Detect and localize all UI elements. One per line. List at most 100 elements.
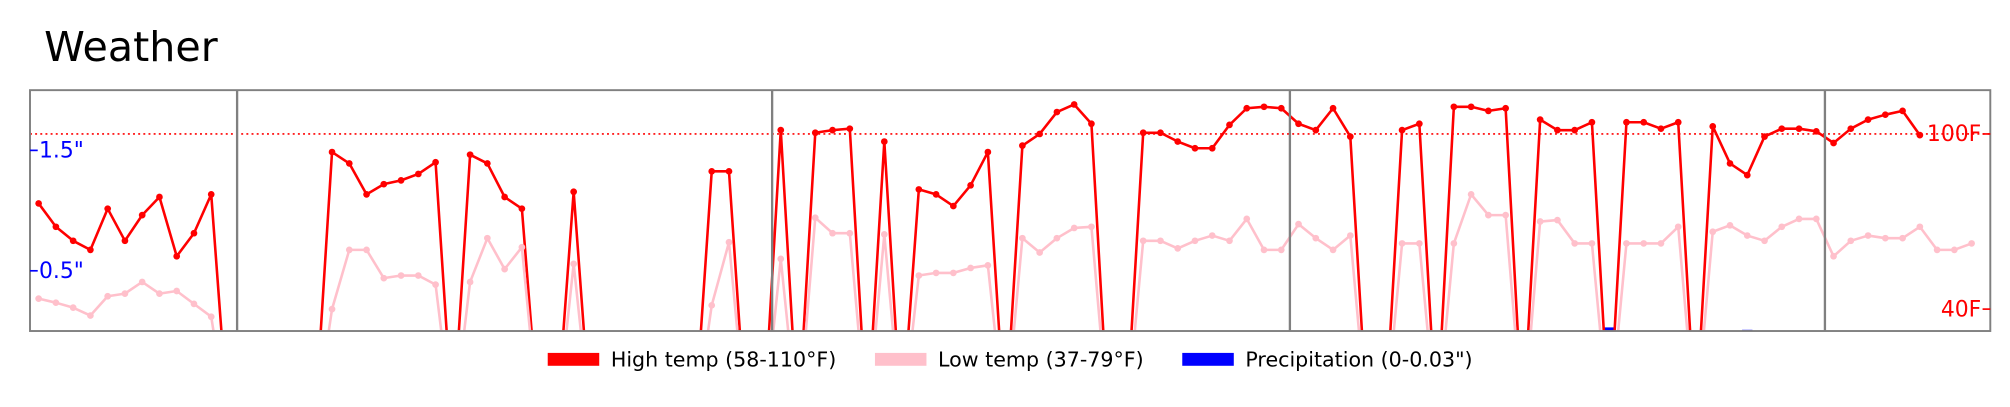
temp-marker (1312, 234, 1320, 242)
y2-tick-label: 40F (1941, 297, 1981, 322)
temp-marker (1070, 101, 1078, 108)
legend-label: Precipitation (0-0.03") (1245, 348, 1472, 372)
temp-marker (950, 269, 957, 277)
temp-marker (121, 237, 129, 245)
temp-marker (1208, 232, 1216, 239)
temp-marker (1329, 246, 1337, 254)
y-tick-label: 0.5" (39, 259, 84, 284)
temp-marker (1053, 234, 1061, 242)
temp-marker (1916, 131, 1924, 139)
temp-marker (1088, 223, 1095, 231)
temp-marker (1674, 223, 1682, 231)
temp-marker (777, 255, 785, 263)
temp-marker (1485, 211, 1492, 219)
temp-marker (1019, 234, 1026, 242)
temp-marker (432, 158, 439, 166)
temp-marker (1864, 116, 1872, 123)
temp-marker (345, 160, 353, 167)
temp-marker (104, 205, 112, 213)
temp-marker (466, 278, 474, 286)
temp-marker (1588, 118, 1596, 126)
temp-marker (363, 246, 370, 254)
temp-marker (1346, 133, 1354, 140)
temp-marker (156, 193, 163, 201)
temp-marker (1329, 104, 1337, 112)
temp-marker (1070, 224, 1078, 232)
temp-marker (1415, 120, 1423, 128)
temp-marker (1191, 144, 1199, 152)
legend-label: Low temp (37-79°F) (938, 348, 1144, 372)
temp-marker (967, 264, 974, 272)
temp-marker (328, 305, 336, 313)
temp-marker (1174, 138, 1182, 145)
temp-marker (829, 229, 836, 237)
temp-marker (915, 186, 923, 193)
temp-marker (1899, 107, 1906, 115)
temp-marker (345, 246, 353, 254)
temp-marker (932, 269, 940, 277)
temp-marker (1640, 240, 1648, 247)
temp-marker (1968, 240, 1975, 247)
temp-marker (1536, 116, 1544, 123)
temp-marker (1277, 104, 1285, 112)
temp-marker (1467, 103, 1475, 111)
temp-marker (570, 260, 578, 268)
temp-marker (932, 191, 940, 198)
temp-marker (1571, 240, 1579, 247)
temp-marker (1226, 237, 1233, 245)
temp-marker (1398, 240, 1406, 247)
temp-marker (1036, 130, 1043, 138)
temp-marker (777, 126, 785, 134)
temp-marker (1951, 246, 1958, 254)
temp-marker (1640, 118, 1648, 126)
temp-marker (1053, 108, 1061, 116)
temp-line (37, 103, 1921, 332)
temp-marker (880, 231, 888, 238)
temp-marker (501, 193, 508, 201)
temp-marker (967, 181, 974, 189)
temp-marker (1208, 144, 1216, 152)
temp-marker (328, 148, 336, 156)
legend-swatch (1182, 352, 1234, 366)
temp-marker (190, 300, 198, 308)
temp-marker (121, 290, 129, 297)
y2-tick-label: 100F (1927, 122, 1981, 147)
temp-marker (1243, 104, 1251, 112)
temp-marker (156, 290, 163, 297)
temp-marker (1571, 126, 1579, 134)
temp-marker (1295, 220, 1302, 228)
precip-bar (1604, 327, 1615, 332)
temp-marker (52, 223, 60, 231)
temp-marker (1709, 123, 1717, 130)
temp-marker (1036, 249, 1043, 256)
temp-marker (1743, 171, 1751, 179)
temp-marker (1812, 215, 1820, 223)
temp-marker (1346, 232, 1354, 239)
temp-marker (1088, 120, 1095, 128)
temp-marker (1778, 223, 1786, 231)
temp-marker (1415, 240, 1423, 247)
temp-marker (1260, 246, 1268, 254)
temp-marker (829, 126, 836, 134)
temp-marker (1450, 240, 1458, 247)
temp-marker (1502, 211, 1509, 219)
temp-line (38, 193, 1973, 332)
temp-marker (1157, 129, 1164, 137)
temp-marker (1778, 125, 1786, 133)
temp-marker (1657, 240, 1665, 247)
temp-marker (1761, 237, 1768, 245)
temp-marker (725, 167, 733, 175)
temp-marker (1726, 221, 1734, 229)
temp-marker (1243, 215, 1251, 223)
temp-marker (190, 229, 198, 237)
temp-marker (1226, 121, 1233, 129)
temp-marker (915, 272, 923, 279)
temp-marker (173, 287, 181, 295)
legend-label: High temp (58-110°F) (611, 348, 836, 372)
temp-marker (1847, 237, 1855, 245)
temp-marker (1899, 234, 1906, 242)
temp-marker (1933, 246, 1941, 254)
temp-marker (1812, 127, 1820, 135)
temp-marker (1830, 139, 1837, 147)
